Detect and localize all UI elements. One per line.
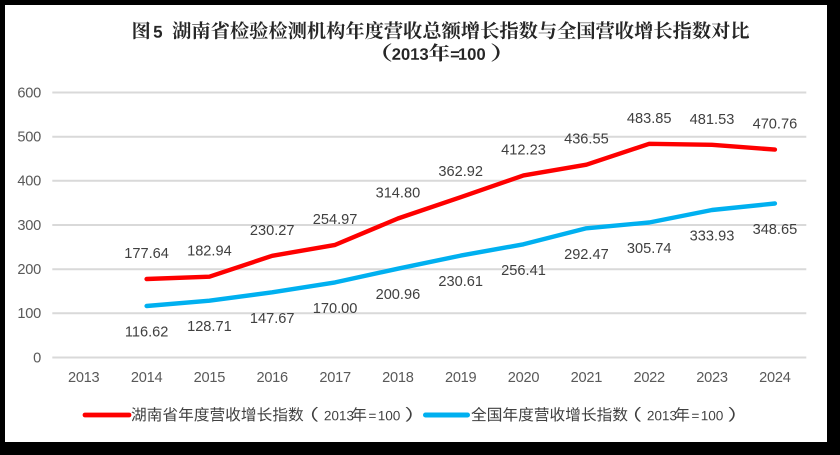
svg-text:2023: 2023 <box>696 370 728 386</box>
svg-text:470.76: 470.76 <box>753 117 798 133</box>
svg-text:147.67: 147.67 <box>250 311 295 327</box>
svg-text:483.85: 483.85 <box>627 111 672 127</box>
svg-text:0: 0 <box>33 350 41 366</box>
svg-text:170.00: 170.00 <box>313 301 358 317</box>
svg-text:2019: 2019 <box>445 370 477 386</box>
svg-text:2020: 2020 <box>508 370 540 386</box>
svg-text:254.97: 254.97 <box>313 212 358 228</box>
svg-text:500: 500 <box>17 130 41 146</box>
svg-text:292.47: 292.47 <box>564 247 609 263</box>
svg-text:230.61: 230.61 <box>438 274 483 290</box>
svg-text:2016: 2016 <box>256 370 288 386</box>
svg-text:436.55: 436.55 <box>564 132 609 148</box>
svg-text:256.41: 256.41 <box>501 263 546 279</box>
svg-text:200.96: 200.96 <box>376 287 421 303</box>
svg-text:128.71: 128.71 <box>187 319 232 335</box>
svg-text:2018: 2018 <box>382 370 414 386</box>
svg-text:2021: 2021 <box>571 370 603 386</box>
svg-text:362.92: 362.92 <box>438 164 483 180</box>
svg-text:481.53: 481.53 <box>690 112 735 128</box>
svg-text:2013: 2013 <box>68 370 100 386</box>
svg-text:200: 200 <box>17 262 41 278</box>
svg-text:2014: 2014 <box>131 370 163 386</box>
svg-text:412.23: 412.23 <box>501 142 546 158</box>
svg-text:300: 300 <box>17 218 41 234</box>
svg-text:314.80: 314.80 <box>376 186 421 202</box>
svg-text:2022: 2022 <box>633 370 665 386</box>
svg-text:348.65: 348.65 <box>753 222 798 238</box>
svg-text:100: 100 <box>17 306 41 322</box>
svg-text:177.64: 177.64 <box>124 246 169 262</box>
svg-text:116.62: 116.62 <box>125 325 169 341</box>
svg-text:2017: 2017 <box>319 370 351 386</box>
svg-text:230.27: 230.27 <box>250 223 295 239</box>
svg-text:400: 400 <box>17 174 41 190</box>
svg-text:600: 600 <box>17 85 41 101</box>
svg-text:305.74: 305.74 <box>627 241 672 257</box>
svg-text:333.93: 333.93 <box>690 229 735 245</box>
svg-text:2024: 2024 <box>759 370 791 386</box>
svg-text:2015: 2015 <box>194 370 226 386</box>
svg-text:182.94: 182.94 <box>187 244 232 260</box>
